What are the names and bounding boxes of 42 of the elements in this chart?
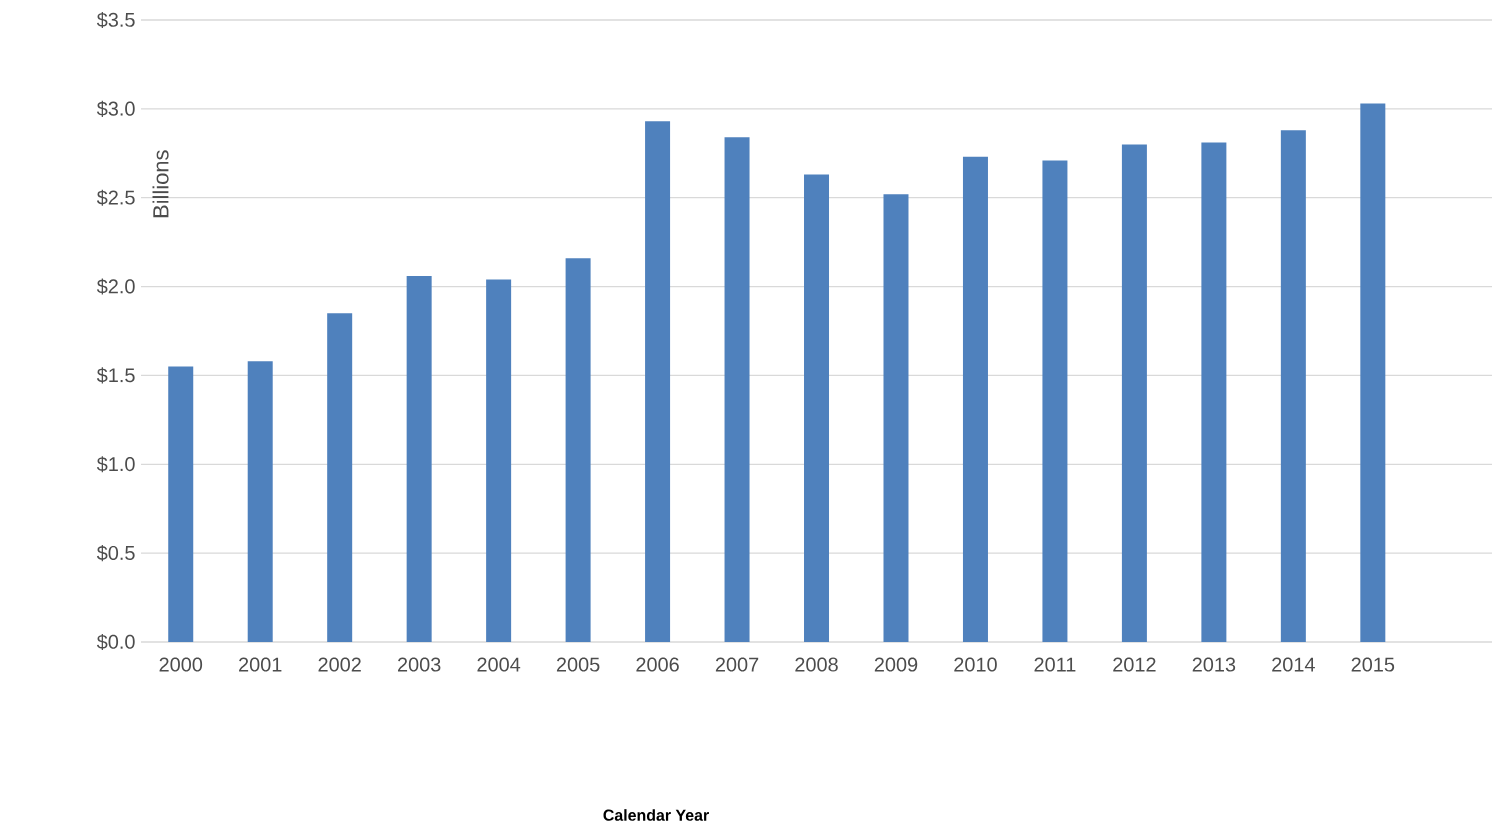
y-axis-title: Billions — [152, 150, 169, 218]
x-tick-label: 2009 — [874, 657, 918, 672]
x-tick-label: 2002 — [318, 657, 361, 672]
y-tick-label: $3.0 — [96, 100, 135, 117]
y-tick-label: $0.0 — [96, 633, 135, 651]
x-tick-label: 2001 — [239, 657, 282, 672]
y-tick-label: $0.5 — [96, 545, 135, 562]
x-tick-label: 2015 — [1351, 657, 1395, 672]
x-tick-label: 2000 — [159, 657, 203, 672]
x-tick-label: 2012 — [1113, 657, 1156, 672]
text: Calendar Year — [603, 809, 709, 821]
bar — [327, 313, 353, 642]
x-tick-label: 2013 — [1192, 657, 1236, 672]
bar — [1360, 103, 1386, 642]
x-tick-label: 2008 — [795, 657, 838, 672]
x-tick-label: 2011 — [1034, 657, 1076, 672]
bar — [565, 258, 591, 642]
bar — [406, 275, 432, 642]
bar — [1042, 160, 1068, 642]
y-tick-label: $3.5 — [96, 11, 135, 29]
bar — [1280, 130, 1306, 642]
y-tick-label: $2.0 — [96, 278, 135, 295]
bar — [247, 361, 273, 642]
x-tick-label: 2007 — [715, 657, 759, 672]
bar — [1121, 144, 1147, 642]
y-tick-label: $1.5 — [96, 367, 135, 384]
y-tick-label: $1.0 — [96, 456, 135, 473]
bar — [645, 121, 671, 642]
bar — [486, 279, 512, 642]
bar — [724, 137, 750, 642]
bar — [883, 194, 909, 642]
y-tick-label: $2.5 — [96, 189, 135, 206]
x-tick-label: 2003 — [397, 657, 441, 672]
bar — [962, 156, 988, 642]
bar — [168, 366, 194, 642]
x-tick-label: 2006 — [636, 657, 679, 672]
x-tick-label: 2005 — [556, 657, 600, 672]
bar — [804, 174, 830, 642]
x-tick-label: 2010 — [954, 657, 997, 672]
x-tick-label: 2004 — [477, 657, 521, 672]
bar — [1201, 142, 1227, 642]
x-tick-label: 2014 — [1272, 657, 1315, 672]
